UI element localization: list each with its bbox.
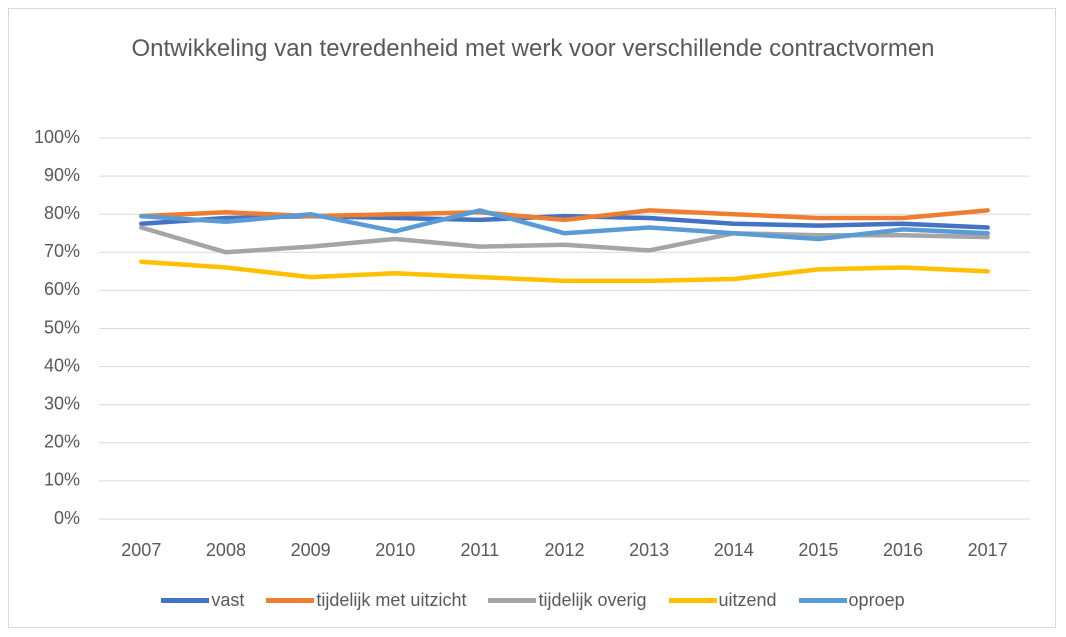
legend-label: uitzend <box>718 590 777 610</box>
series-line <box>139 208 990 242</box>
legend-swatch <box>161 598 210 603</box>
x-tick-label: 2011 <box>461 540 500 560</box>
legend-swatch <box>488 598 537 603</box>
x-tick-label: 2016 <box>883 540 923 560</box>
y-tick-label: 0% <box>54 508 80 528</box>
legend-swatch <box>266 598 315 603</box>
legend-label: tijdelijk met uitzicht <box>316 590 467 610</box>
legend-item: oproep <box>798 590 905 611</box>
legend-label: tijdelijk overig <box>538 590 647 610</box>
y-tick-label: 70% <box>44 241 80 261</box>
x-tick-label: 2009 <box>291 540 331 560</box>
x-tick-label: 2007 <box>121 540 161 560</box>
x-tick-label: 2014 <box>714 540 754 560</box>
legend-label: vast <box>211 590 245 610</box>
chart-frame <box>8 8 1056 628</box>
y-tick-label: 10% <box>44 470 80 490</box>
chart-title: Ontwikkeling van tevredenheid met werk v… <box>131 35 935 62</box>
y-tick-label: 30% <box>44 393 80 413</box>
legend-item: tijdelijk overig <box>488 590 647 611</box>
legend-swatch <box>798 598 847 603</box>
legend-swatch <box>668 598 717 603</box>
legend-item: vast <box>161 590 244 611</box>
legend-label: oproep <box>848 590 905 610</box>
y-tick-label: 60% <box>44 279 80 299</box>
legend: vast tijdelijk met uitzicht tijdelijk over… <box>0 590 1066 611</box>
y-tick-label: 50% <box>44 317 80 337</box>
x-tick-label: 2015 <box>798 540 838 560</box>
series-line <box>139 259 990 284</box>
legend-item: uitzend <box>668 590 777 611</box>
x-tick-label: 2013 <box>629 540 669 560</box>
x-tick-label: 2012 <box>544 540 584 560</box>
x-tick-label: 2010 <box>375 540 415 560</box>
x-tick-label: 2017 <box>968 540 1008 560</box>
y-tick-label: 80% <box>44 203 80 223</box>
y-tick-label: 90% <box>44 165 80 185</box>
y-tick-label: 20% <box>44 432 80 452</box>
legend-item: tijdelijk met uitzicht <box>266 590 466 611</box>
y-tick-label: 100% <box>34 127 80 147</box>
x-tick-label: 2008 <box>206 540 246 560</box>
y-tick-label: 40% <box>44 355 80 375</box>
